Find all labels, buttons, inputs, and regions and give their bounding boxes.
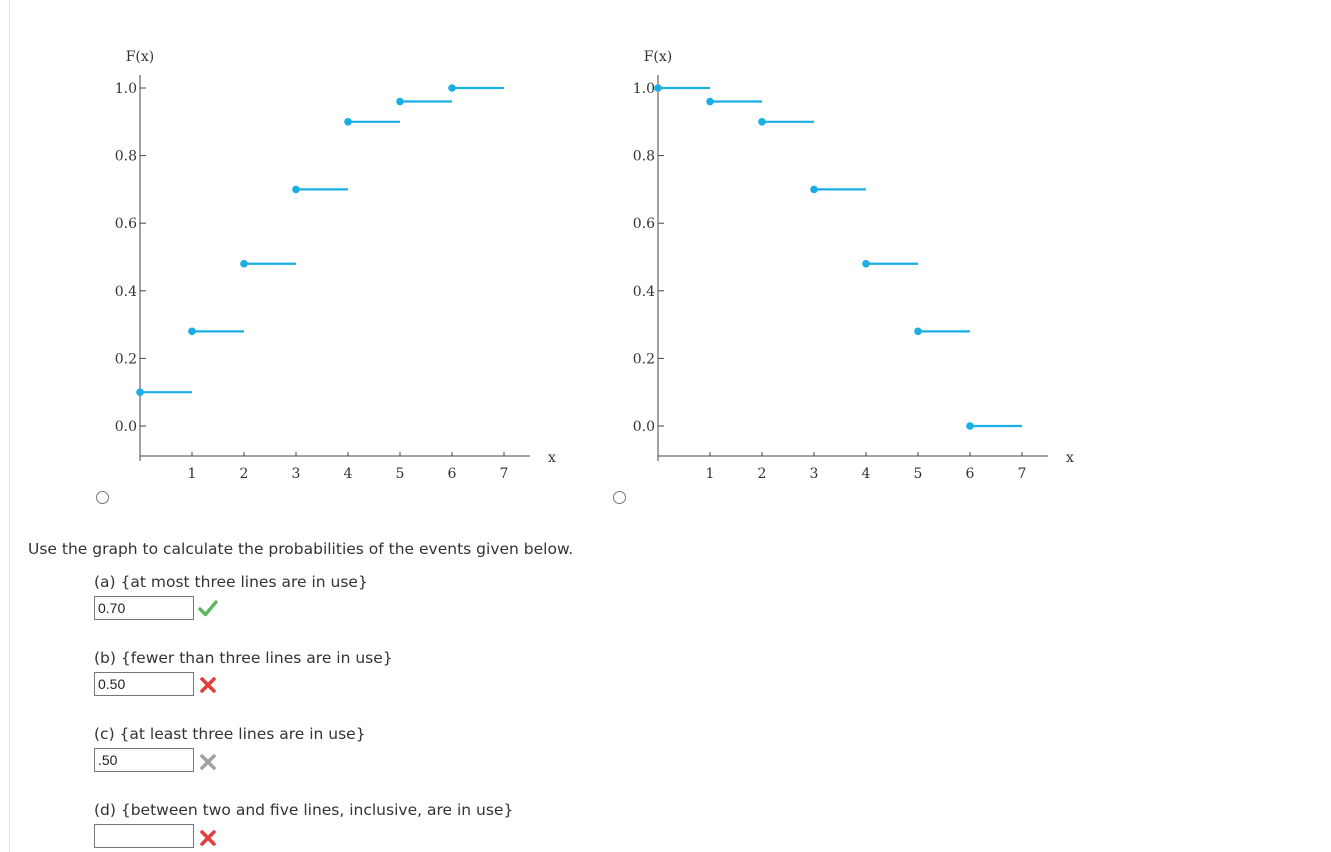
step-point xyxy=(706,97,714,106)
x-tick-label: 5 xyxy=(396,466,405,480)
step-point xyxy=(862,259,870,268)
x-tick-label: 7 xyxy=(1018,466,1027,480)
y-axis-label: F(x) xyxy=(126,49,155,65)
y-tick-label: 0.8 xyxy=(115,149,137,165)
step-point xyxy=(758,118,766,126)
x-tick-label: 4 xyxy=(344,466,353,480)
x-tick-label: 6 xyxy=(448,466,457,480)
y-tick-label: 1.0 xyxy=(633,81,655,97)
y-tick-label: 0.0 xyxy=(633,419,655,435)
x-tick-label: 2 xyxy=(240,466,249,480)
x-tick-label: 4 xyxy=(862,466,871,480)
step-point xyxy=(240,259,248,268)
answer-c-input[interactable] xyxy=(94,748,194,772)
y-tick-label: 0.2 xyxy=(115,351,137,367)
instructions-text: Use the graph to calculate the probabili… xyxy=(28,540,574,558)
cross-icon xyxy=(200,830,216,846)
question-c-label: (c) {at least three lines are in use} xyxy=(94,725,366,743)
x-tick-label: 2 xyxy=(758,466,767,480)
cross-icon xyxy=(200,677,216,693)
cross-icon xyxy=(200,754,216,770)
y-tick-label: 0.6 xyxy=(633,216,655,232)
y-tick-label: 0.2 xyxy=(633,351,655,367)
step-point xyxy=(136,388,144,397)
y-tick-label: 0.4 xyxy=(115,284,137,300)
question-d-label: (d) {between two and five lines, inclusi… xyxy=(94,801,514,819)
x-tick-label: 5 xyxy=(914,466,923,480)
x-tick-label: 7 xyxy=(500,466,509,480)
x-tick-label: 1 xyxy=(188,466,197,480)
x-tick-label: 3 xyxy=(810,466,819,480)
answer-a-input[interactable] xyxy=(94,596,194,620)
step-point xyxy=(654,84,662,92)
y-tick-label: 0.0 xyxy=(115,419,137,435)
check-icon xyxy=(198,600,218,617)
step-point xyxy=(810,185,818,194)
cdf-chart-left: 1 2 3 4 5 6 7 0.0 0.2 0.4 0.6 0.8 1.0 F(x) x xyxy=(115,49,556,480)
step-point xyxy=(188,327,196,336)
step-point xyxy=(344,118,352,126)
y-tick-label: 0.6 xyxy=(115,216,137,232)
step-point xyxy=(914,327,922,336)
x-tick-label: 6 xyxy=(966,466,975,480)
x-axis-label: x xyxy=(548,450,556,466)
step-point xyxy=(448,84,456,92)
cdf-chart-right: 1 2 3 4 5 6 7 0.0 0.2 0.4 0.6 0.8 1.0 F(x) x xyxy=(633,49,1074,480)
y-axis-label: F(x) xyxy=(644,49,673,65)
y-tick-label: 1.0 xyxy=(115,81,137,97)
x-tick-label: 1 xyxy=(706,466,715,480)
step-point xyxy=(396,97,404,106)
answer-d-input[interactable] xyxy=(94,824,194,848)
radio-option-left[interactable] xyxy=(96,491,109,504)
x-tick-label: 3 xyxy=(292,466,301,480)
radio-option-right[interactable] xyxy=(613,491,626,504)
answer-b-input[interactable] xyxy=(94,672,194,696)
question-a-label: (a) {at most three lines are in use} xyxy=(94,573,368,591)
x-axis-label: x xyxy=(1066,450,1074,466)
y-tick-label: 0.8 xyxy=(633,149,655,165)
question-b-label: (b) {fewer than three lines are in use} xyxy=(94,649,393,667)
y-tick-label: 0.4 xyxy=(633,284,655,300)
step-point xyxy=(966,422,974,430)
step-point xyxy=(292,185,300,194)
left-border xyxy=(9,0,10,852)
